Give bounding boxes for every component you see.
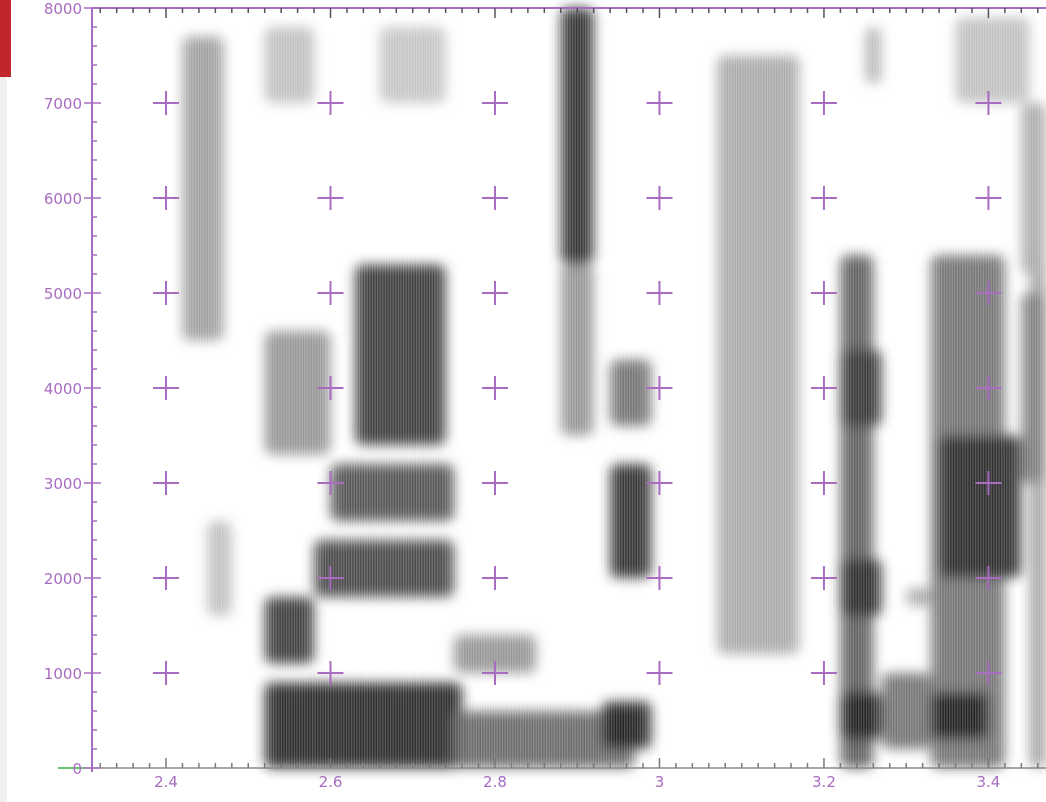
grid-cross-4-1 bbox=[810, 661, 837, 685]
grid-cross-4-7 bbox=[810, 91, 837, 115]
grid-cross-0-4 bbox=[153, 376, 180, 400]
grid-cross-1-7 bbox=[317, 91, 344, 115]
grid-cross-4-4 bbox=[810, 376, 837, 400]
y-tick-label-2: 2000 bbox=[44, 570, 82, 588]
grid-cross-5-4 bbox=[975, 376, 1002, 400]
grid-cross-5-2 bbox=[975, 566, 1002, 590]
grid-cross-3-5 bbox=[646, 281, 673, 305]
grid-cross-1-3 bbox=[317, 471, 344, 495]
x-tick-label-4: 3.2 bbox=[812, 773, 836, 791]
grid-cross-5-5 bbox=[975, 281, 1002, 305]
grid-cross-1-1 bbox=[317, 661, 344, 685]
grid-cross-4-2 bbox=[810, 566, 837, 590]
grid-cross-4-3 bbox=[810, 471, 837, 495]
y-tick-label-3: 3000 bbox=[44, 475, 82, 493]
y-tick-label-6: 6000 bbox=[44, 190, 82, 208]
grid-cross-2-1 bbox=[481, 661, 508, 685]
grid-cross-2-7 bbox=[481, 91, 508, 115]
grid-cross-0-2 bbox=[153, 566, 180, 590]
grid-cross-0-3 bbox=[153, 471, 180, 495]
red-bookmark-tab bbox=[0, 0, 11, 77]
grid-cross-2-3 bbox=[481, 471, 508, 495]
grid-cross-5-6 bbox=[975, 186, 1002, 210]
grid-cross-4-6 bbox=[810, 186, 837, 210]
grid-cross-1-5 bbox=[317, 281, 344, 305]
voicing-striation bbox=[92, 8, 1046, 768]
left-margin-strip bbox=[0, 0, 7, 802]
grid-cross-1-4 bbox=[317, 376, 344, 400]
grid-cross-5-7 bbox=[975, 91, 1002, 115]
grid-crosses bbox=[153, 91, 1002, 685]
x-tick-label-1: 2.6 bbox=[319, 773, 343, 791]
grid-cross-0-6 bbox=[153, 186, 180, 210]
grid-cross-2-4 bbox=[481, 376, 508, 400]
x-tick-label-0: 2.4 bbox=[154, 773, 178, 791]
grid-cross-0-5 bbox=[153, 281, 180, 305]
grid-cross-0-7 bbox=[153, 91, 180, 115]
grid-cross-3-4 bbox=[646, 376, 673, 400]
grid-cross-3-7 bbox=[646, 91, 673, 115]
y-tick-labels: 0 1000 2000 3000 4000 5000 6000 7000 8000 bbox=[44, 0, 82, 778]
y-tick-label-7: 7000 bbox=[44, 95, 82, 113]
grid-cross-5-1 bbox=[975, 661, 1002, 685]
grid-cross-2-2 bbox=[481, 566, 508, 590]
axes bbox=[58, 7, 1046, 772]
x-tick-label-5: 3.4 bbox=[977, 773, 1001, 791]
grid-cross-3-3 bbox=[646, 471, 673, 495]
x-tick-label-2: 2.8 bbox=[483, 773, 507, 791]
grid-cross-0-1 bbox=[153, 661, 180, 685]
y-tick-label-1: 1000 bbox=[44, 665, 82, 683]
x-tick-labels: 2.4 2.6 2.8 3 3.2 3.4 bbox=[154, 773, 1000, 791]
grid-cross-4-5 bbox=[810, 281, 837, 305]
grid-cross-2-5 bbox=[481, 281, 508, 305]
grid-cross-3-6 bbox=[646, 186, 673, 210]
grid-cross-1-6 bbox=[317, 186, 344, 210]
grid-cross-3-1 bbox=[646, 661, 673, 685]
y-tick-label-5: 5000 bbox=[44, 285, 82, 303]
grid-cross-3-2 bbox=[646, 566, 673, 590]
grid-cross-2-6 bbox=[481, 186, 508, 210]
y-tick-label-8: 8000 bbox=[44, 0, 82, 18]
y-tick-label-4: 4000 bbox=[44, 380, 82, 398]
x-tick-label-3: 3 bbox=[655, 773, 665, 791]
y-tick-label-0: 0 bbox=[72, 760, 82, 778]
grid-cross-1-2 bbox=[317, 566, 344, 590]
grid-cross-5-3 bbox=[975, 471, 1002, 495]
